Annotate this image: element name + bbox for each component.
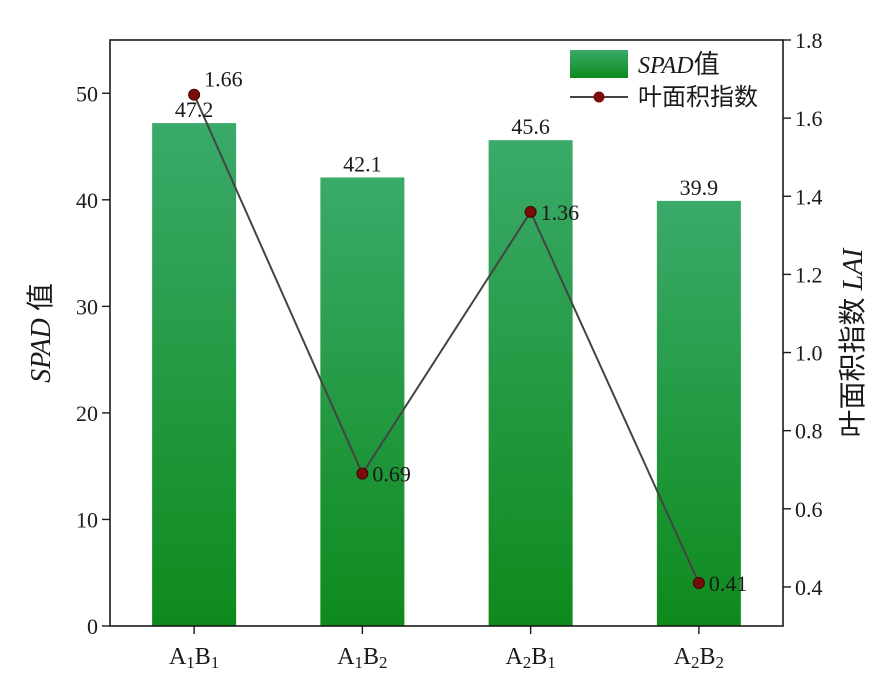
bar-value-label: 47.2 — [175, 97, 214, 122]
bar-value-label: 39.9 — [680, 175, 719, 200]
right-tick-label: 0.4 — [795, 575, 823, 600]
legend-label-spad: SPAD值 — [638, 50, 720, 79]
right-tick-label: 1.0 — [795, 341, 823, 366]
lai-point-a1b1 — [188, 88, 201, 101]
bar-a1b1 — [152, 123, 237, 626]
plot-frame — [109, 39, 784, 627]
left-tick-label: 30 — [76, 294, 98, 319]
bar-a1b2 — [320, 177, 405, 626]
left-tick-label: 0 — [87, 614, 98, 639]
axes-layer: 0 10 20 30 40 50 0.4 0.6 0.8 1.0 1.2 1.4 1.6 1.8 A1B1 A… — [25, 28, 869, 672]
lai-point-a1b2 — [356, 467, 369, 480]
legend-label-lai: 叶面积指数 — [638, 84, 758, 111]
left-tick-label: 40 — [76, 188, 98, 213]
x-tick-label-a2b2: A2B2 — [674, 644, 724, 672]
lai-line — [193, 94, 700, 584]
right-tick-label: 1.4 — [795, 184, 823, 209]
bar-a2b2 — [656, 200, 741, 626]
x-tick-label-a1b2: A1B2 — [337, 644, 387, 672]
right-axis-title: 叶面积指数 LAI — [837, 247, 869, 438]
bar-a2b1 — [488, 140, 573, 627]
lai-value-label: 0.69 — [372, 462, 411, 487]
right-tick-label: 0.6 — [795, 497, 823, 522]
legend-bar-swatch — [570, 50, 628, 78]
labels-layer: 47.2 42.1 45.6 39.9 1.66 0.69 1.36 0.41 — [175, 67, 748, 596]
lai-value-label: 1.36 — [541, 200, 580, 225]
x-tick-label-a2b1: A2B1 — [505, 644, 555, 672]
right-tick-label: 1.6 — [795, 106, 823, 131]
right-tick-label: 1.8 — [795, 28, 823, 53]
bar-value-label: 42.1 — [343, 151, 382, 176]
lai-value-label: 0.41 — [709, 571, 748, 596]
x-tick-label-a1b1: A1B1 — [169, 644, 219, 672]
bars-layer — [152, 123, 741, 627]
lai-point-a2b2 — [692, 577, 705, 590]
bar-value-label: 45.6 — [511, 114, 550, 139]
right-tick-label: 1.2 — [795, 262, 823, 287]
right-tick-label: 0.8 — [795, 419, 823, 444]
left-axis-title: SPAD 值 — [25, 283, 57, 383]
left-tick-label: 20 — [76, 401, 98, 426]
lai-value-label: 1.66 — [204, 67, 243, 92]
left-tick-label: 10 — [76, 507, 98, 532]
lai-point-a2b1 — [524, 205, 537, 218]
legend-marker-swatch — [593, 91, 605, 103]
left-tick-label: 50 — [76, 81, 98, 106]
line-layer — [188, 88, 705, 590]
